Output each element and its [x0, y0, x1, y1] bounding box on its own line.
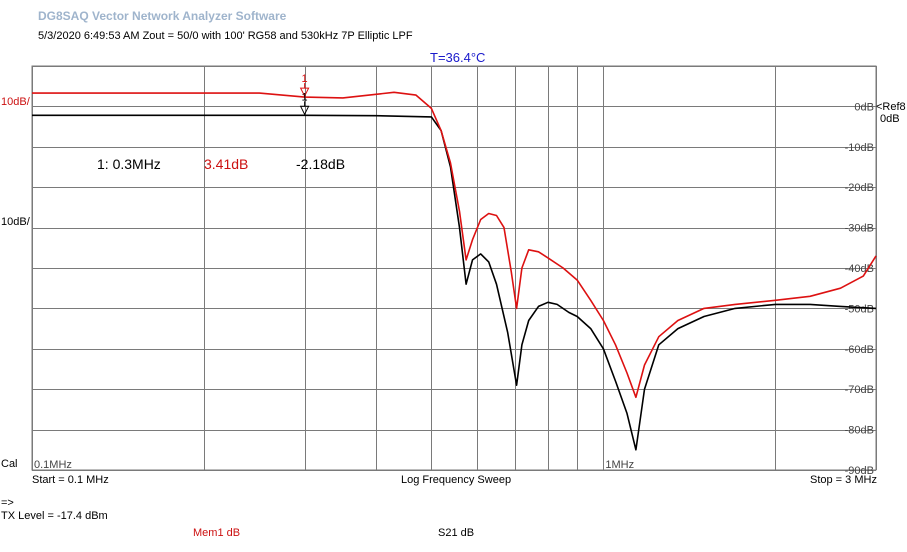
y-tick-label: -30dB	[845, 223, 874, 235]
prompt-arrow: =>	[1, 497, 14, 509]
y-tick-label: -70dB	[845, 384, 874, 396]
sweep-type: Log Frequency Sweep	[401, 474, 512, 486]
marker-frequency: 1: 0.3MHz	[97, 156, 161, 172]
app-title: DG8SAQ Vector Network Analyzer Software	[38, 9, 287, 23]
marker-triangle	[299, 105, 310, 116]
black-scale-label: 10dB/	[1, 216, 30, 228]
marker-number: 1	[302, 91, 308, 103]
ref-label: <Ref8	[876, 101, 906, 113]
x-tick-label: 0.1MHz	[34, 459, 72, 471]
y-tick-label: -10dB	[845, 142, 874, 154]
ref-value: 0dB	[880, 113, 900, 125]
y-tick-label: 0dB	[854, 101, 874, 113]
markers: 11	[299, 73, 310, 116]
temperature-readout: T=36.4°C	[430, 50, 486, 65]
marker-number: 1	[302, 73, 308, 85]
y-tick-labels: 0dB-10dB-20dB-30dB-40dB-50dB-60dB-70dB-8…	[845, 101, 874, 477]
red-scale-label: 10dB/	[1, 96, 30, 108]
s21-label[interactable]: S21 dB	[438, 527, 475, 539]
x-tick-labels: 0.1MHz 1MHz	[34, 459, 634, 471]
cal-label: Cal	[1, 458, 18, 470]
trace-s21	[32, 114, 877, 451]
x-tick-label: 1MHz	[605, 459, 634, 471]
marker-red-value: 3.41dB	[204, 156, 249, 172]
y-tick-label: -20dB	[845, 182, 874, 194]
y-tick-label: -50dB	[845, 303, 874, 315]
y-tick-label: -80dB	[845, 425, 874, 437]
marker-black-value: -2.18dB	[296, 156, 346, 172]
chart-grid	[31, 65, 877, 471]
mem1-label[interactable]: Mem1 dB	[193, 527, 241, 539]
traces	[32, 91, 877, 451]
y-tick-label: -60dB	[845, 344, 874, 356]
sweep-start: Start = 0.1 MHz	[32, 474, 109, 486]
chart-subtitle: 5/3/2020 6:49:53 AM Zout = 50/0 with 100…	[38, 30, 413, 42]
tx-level: TX Level = -17.4 dBm	[1, 510, 108, 522]
y-tick-label: -90dB	[845, 465, 874, 477]
sweep-stop: Stop = 3 MHz	[810, 474, 877, 486]
trace-mem1	[32, 91, 877, 399]
